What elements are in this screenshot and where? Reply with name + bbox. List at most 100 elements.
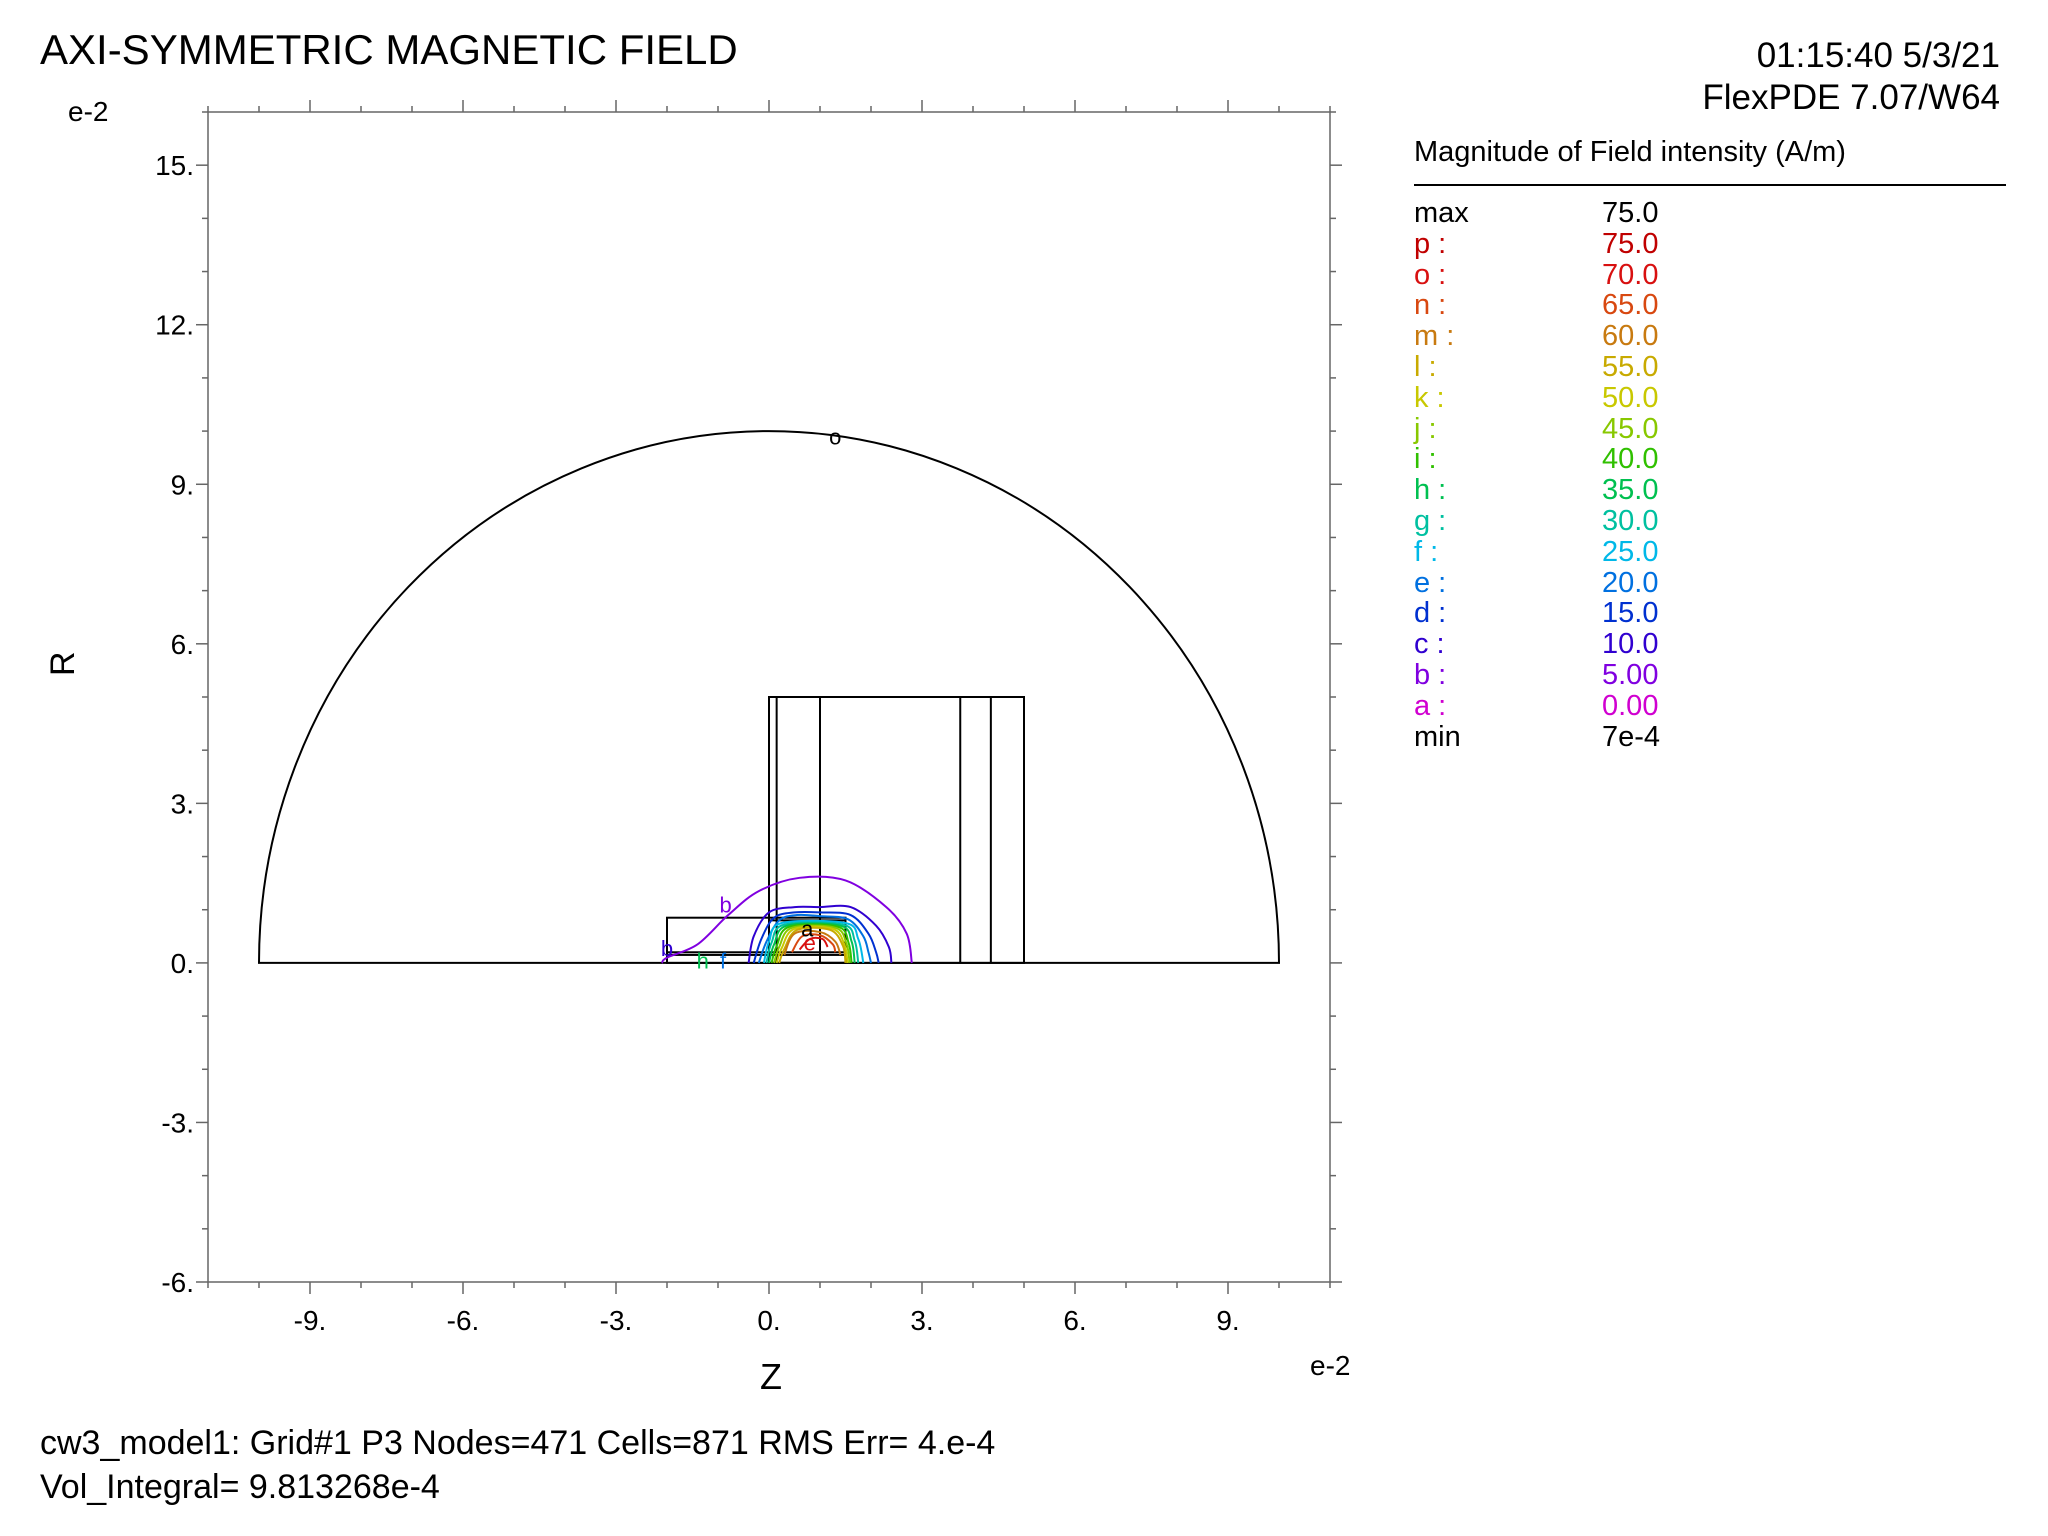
x-axis-label: Z — [760, 1356, 782, 1397]
legend-entry: p : 75.0 — [1414, 227, 2014, 260]
y-tick-label: 0. — [171, 948, 194, 979]
contour-e — [757, 913, 872, 964]
legend-key: k : — [1414, 381, 1445, 414]
legend-entry: n : 65.0 — [1414, 290, 2014, 321]
legend-entry: j : 45.0 — [1414, 412, 2014, 445]
legend-value: 35.0 — [1602, 474, 1659, 507]
legend-entry: m : 60.0 — [1414, 321, 2014, 352]
legend-entry: min 7e-4 — [1414, 720, 2014, 753]
x-tick-label: 9. — [1216, 1305, 1239, 1336]
contour-lines — [661, 875, 913, 964]
x-tick-label: 3. — [910, 1305, 933, 1336]
version-label: FlexPDE 7.07/W64 — [1702, 78, 2000, 117]
legend-value: 50.0 — [1602, 381, 1659, 414]
legend-value: 45.0 — [1602, 412, 1659, 445]
legend-entry: c : 10.0 — [1414, 629, 2014, 660]
legend-value: 10.0 — [1602, 628, 1659, 661]
legend-key: n : — [1414, 289, 1447, 322]
y-tick-label: 9. — [171, 469, 194, 500]
legend-value: 70.0 — [1602, 258, 1659, 291]
y-tick-label: -3. — [161, 1107, 194, 1138]
contour-f — [762, 919, 865, 964]
contour-d — [752, 910, 880, 964]
x-tick-label: 0. — [757, 1305, 780, 1336]
legend-entry: o : 70.0 — [1414, 258, 2014, 291]
footer-vol-integral: Vol_Integral= 9.813268e-4 — [40, 1468, 440, 1506]
legend-key: h : — [1414, 474, 1447, 507]
contour-g — [765, 921, 860, 964]
contour-n — [791, 933, 837, 953]
legend-value: 55.0 — [1602, 351, 1659, 383]
legend-entry: max 75.0 — [1414, 198, 2014, 229]
legend-value: 0.00 — [1602, 689, 1659, 722]
legend-key: a : — [1414, 689, 1447, 722]
legend-key: i : — [1414, 443, 1437, 476]
legend-entry: l : 55.0 — [1414, 352, 2014, 383]
legend-key: p : — [1414, 227, 1447, 260]
contour-j — [773, 924, 851, 964]
contour-i — [770, 923, 853, 964]
legend-value: 15.0 — [1602, 597, 1659, 630]
contour-label: e — [804, 931, 816, 956]
legend-value: 75.0 — [1602, 227, 1659, 260]
y-axis-exponent: e-2 — [68, 96, 109, 127]
legend-entry: i : 40.0 — [1414, 444, 2014, 475]
legend-value: 5.00 — [1602, 659, 1659, 691]
legend-value: 75.0 — [1602, 197, 1659, 229]
legend-entry: k : 50.0 — [1414, 381, 2014, 414]
legend-key: b : — [1414, 659, 1447, 691]
contour-b — [661, 875, 913, 964]
contour-label: a — [801, 916, 814, 941]
legend-entry: f : 25.0 — [1414, 535, 2014, 568]
contour-h — [768, 922, 856, 964]
contour-label: h — [697, 948, 709, 973]
legend-title: Magnitude of Field intensity (A/m) — [1414, 136, 1846, 168]
x-tick-label: 6. — [1063, 1305, 1086, 1336]
y-tick-label: 3. — [171, 788, 194, 819]
contour-label: b — [720, 892, 732, 917]
y-tick-label: -6. — [161, 1267, 194, 1298]
legend-entry: h : 35.0 — [1414, 475, 2014, 506]
legend-divider — [1414, 184, 2006, 186]
legend-key: o : — [1414, 258, 1447, 291]
contour-l — [778, 926, 847, 964]
legend-key: max — [1414, 197, 1469, 229]
legend-entry: d : 15.0 — [1414, 598, 2014, 629]
page-title: AXI-SYMMETRIC MAGNETIC FIELD — [40, 26, 738, 73]
x-tick-label: -6. — [447, 1305, 480, 1336]
contour-k — [775, 925, 849, 964]
legend-key: f : — [1414, 535, 1439, 568]
legend-key: min — [1414, 720, 1461, 753]
contour-m — [783, 929, 842, 956]
legend-key: l : — [1414, 351, 1437, 383]
legend-value: 7e-4 — [1602, 720, 1661, 753]
y-tick-label: 15. — [155, 150, 194, 181]
legend-value: 65.0 — [1602, 289, 1659, 322]
legend-entry: g : 30.0 — [1414, 506, 2014, 537]
legend-value: 30.0 — [1602, 505, 1659, 537]
x-tick-label: -3. — [600, 1305, 633, 1336]
legend-value: 20.0 — [1602, 566, 1659, 599]
legend-key: d : — [1414, 597, 1447, 630]
legend-value: 60.0 — [1602, 320, 1659, 353]
contour-label: b — [661, 936, 673, 961]
legend-key: m : — [1414, 320, 1455, 353]
legend-value: 25.0 — [1602, 535, 1659, 568]
contour-label: o — [829, 424, 841, 449]
y-tick-label: 12. — [155, 310, 194, 341]
legend-entry: b : 5.00 — [1414, 660, 2014, 691]
contour-c — [747, 904, 893, 964]
x-tick-label: -9. — [294, 1305, 327, 1336]
x-axis-exponent: e-2 — [1310, 1350, 1351, 1381]
outer-boundary — [257, 430, 1281, 964]
y-tick-label: 6. — [171, 629, 194, 660]
domain-geometry — [257, 430, 1281, 964]
domain-rect — [768, 696, 1025, 964]
legend-entry: a : 0.00 — [1414, 689, 2014, 722]
legend-key: j : — [1414, 412, 1437, 445]
legend-key: e : — [1414, 566, 1447, 599]
legend-value: 40.0 — [1602, 443, 1659, 476]
legend-entry: e : 20.0 — [1414, 566, 2014, 599]
